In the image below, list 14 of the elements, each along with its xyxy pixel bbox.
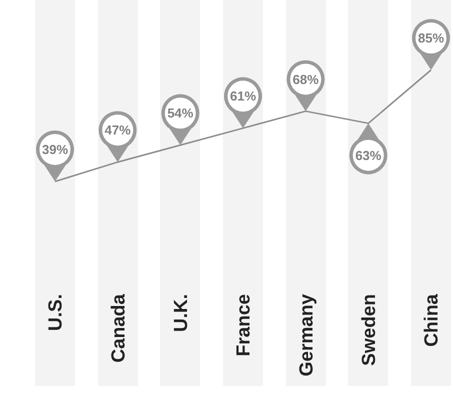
x-tick-label: Canada xyxy=(108,294,130,363)
data-label: 85% xyxy=(418,30,444,46)
x-tick-label: France xyxy=(234,294,255,356)
x-tick-label: U.K. xyxy=(170,294,192,332)
x-tick-label: U.S. xyxy=(46,294,67,331)
data-label: 68% xyxy=(292,72,320,87)
x-tick-label: Sweden xyxy=(358,294,380,366)
data-label: 61% xyxy=(230,88,256,104)
x-tick-label: Germany xyxy=(296,294,318,376)
data-label: 63% xyxy=(355,148,382,163)
x-tick-label: China xyxy=(422,294,443,347)
data-label: 47% xyxy=(104,122,132,138)
data-label: 39% xyxy=(42,142,68,158)
data-label: 54% xyxy=(167,106,194,121)
